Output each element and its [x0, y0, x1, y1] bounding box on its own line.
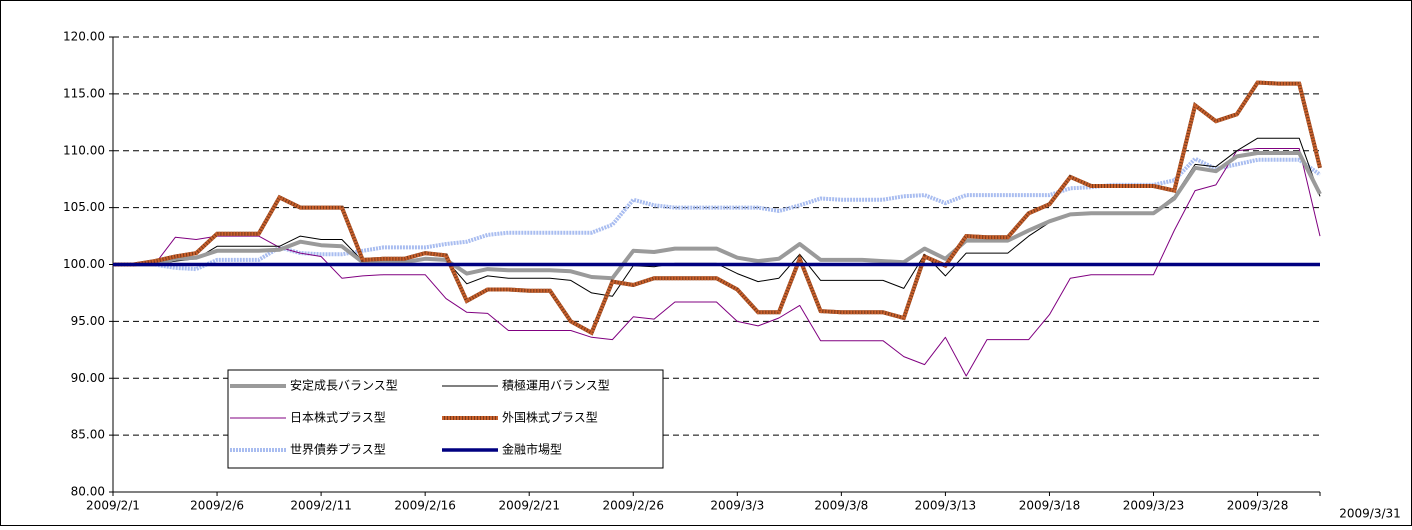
x-tick-label: 2009/2/6 — [190, 499, 244, 513]
x-tick-label: 2009/2/16 — [394, 499, 456, 513]
x-tick-label: 2009/2/11 — [290, 499, 352, 513]
x-tick-label: 2009/3/23 — [1123, 499, 1185, 513]
legend-label: 金融市場型 — [502, 442, 562, 457]
series — [113, 80, 1322, 336]
x-tick-label: 2009/3/8 — [814, 499, 868, 513]
series-line — [113, 80, 1322, 335]
x-tick-label: 2009/3/28 — [1227, 499, 1289, 513]
series-line — [113, 148, 1321, 377]
y-tick-label: 105.00 — [63, 200, 105, 214]
x-tick-label: 2009/3/18 — [1019, 499, 1081, 513]
y-tick-label: 85.00 — [71, 428, 105, 442]
x-tick-label: 2009/2/1 — [86, 499, 140, 513]
y-tick-label: 95.00 — [71, 314, 105, 328]
x-tick-label: 2009/3/31 — [1339, 507, 1401, 521]
x-tick-label: 2009/2/21 — [498, 499, 560, 513]
legend-label: 世界債券プラス型 — [290, 442, 386, 457]
series-line — [113, 151, 1322, 281]
y-tick-label: 120.00 — [63, 30, 105, 44]
y-tick-label: 90.00 — [71, 371, 105, 385]
legend-label: 安定成長バランス型 — [290, 378, 398, 393]
y-tick-label: 80.00 — [71, 485, 105, 499]
legend-label: 積極運用バランス型 — [502, 378, 610, 393]
x-tick-label: 2009/3/13 — [915, 499, 977, 513]
x-tick-label: 2009/3/3 — [710, 499, 764, 513]
series — [113, 151, 1322, 281]
legend-label: 日本株式プラス型 — [290, 410, 386, 425]
series — [113, 148, 1321, 377]
legend-label: 外国株式プラス型 — [502, 410, 598, 425]
y-tick-label: 115.00 — [63, 86, 105, 100]
x-tick-label: 2009/2/26 — [602, 499, 664, 513]
y-tick-label: 100.00 — [63, 257, 105, 271]
y-tick-label: 110.00 — [63, 143, 105, 157]
